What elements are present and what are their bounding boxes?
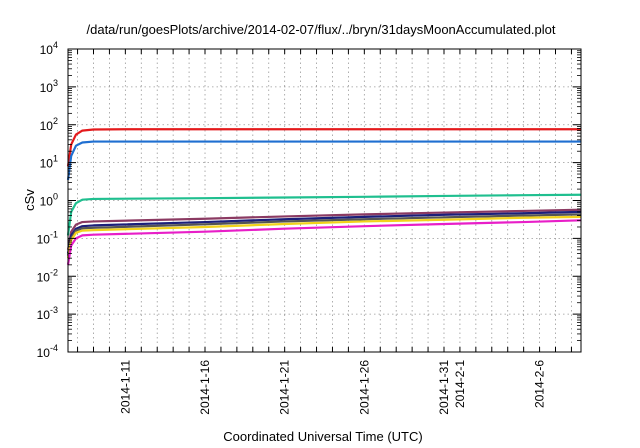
grid	[68, 49, 581, 352]
x-tick-label: 2014-2-6	[533, 360, 547, 408]
series-line-8	[66, 219, 582, 266]
y-tick-label: 100	[40, 192, 58, 209]
x-tick-label: 2014-1-26	[357, 360, 371, 415]
x-tick-label: 2014-1-31	[437, 360, 451, 415]
y-tick-labels: 10-4 10-3 10-2 10-1 100 101 102 103 104	[37, 40, 58, 360]
x-axis-label: Coordinated Universal Time (UTC)	[223, 429, 422, 444]
y-tick-label: 10-2	[37, 267, 58, 284]
y-tick-label: 103	[40, 78, 58, 95]
axis-ticks	[68, 48, 581, 353]
x-tick-label: 2014-1-21	[278, 360, 292, 415]
x-tick-labels: 2014-1-11 2014-1-16 2014-1-21 2014-1-26 2014…	[118, 360, 546, 415]
y-tick-label: 101	[40, 154, 58, 171]
y-tick-label: 10-3	[37, 305, 58, 322]
series-line-2	[66, 140, 581, 181]
y-tick-label: 102	[40, 116, 58, 133]
chart-title: /data/run/goesPlots/archive/2014-02-07/f…	[87, 22, 556, 37]
y-tick-label: 104	[40, 40, 58, 57]
y-tick-label: 10-1	[37, 229, 58, 246]
series-line-6	[66, 213, 582, 256]
series-line-4	[66, 208, 582, 250]
x-tick-label: 2014-2-1	[453, 360, 467, 408]
y-axis-label: cSv	[22, 189, 37, 211]
y-tick-label: 10-4	[37, 343, 58, 360]
series-line-1	[66, 128, 581, 167]
series-line-7	[66, 215, 582, 259]
series-line-5	[66, 210, 582, 254]
x-tick-label: 2014-1-16	[198, 360, 212, 415]
series-line-3	[66, 193, 582, 236]
x-tick-label: 2014-1-11	[118, 360, 132, 414]
series-lines	[66, 128, 582, 266]
